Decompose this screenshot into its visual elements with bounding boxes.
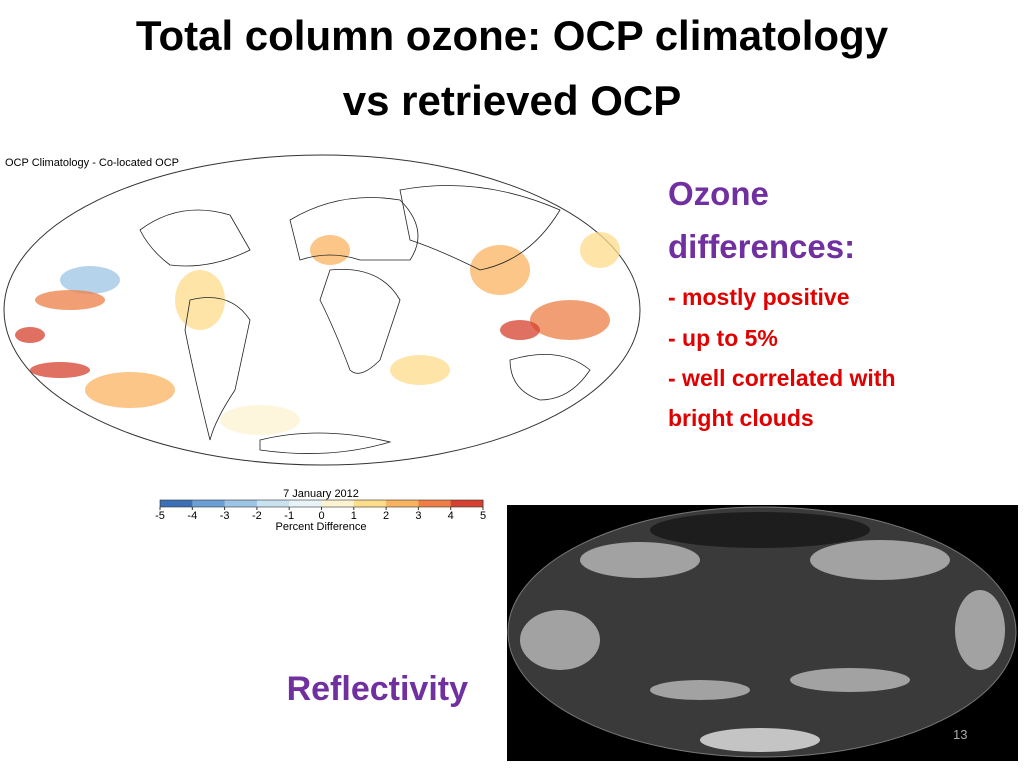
colorbar-tick-label: -4 [187,510,197,522]
note-bullet: - up to 5% [668,325,778,351]
colorbar-segment [418,500,452,507]
colorbar-segment [321,500,355,507]
map-field [15,232,620,435]
colorbar-tick-label: 3 [415,510,421,522]
clouds [520,512,1005,752]
colorbar-segment [256,500,290,507]
colorbar-segment [192,500,226,507]
coastlines [139,185,591,454]
colorbar-segment [450,500,484,507]
colorbar-date: 7 January 2012 [283,488,359,500]
colorbar-tick-label: -1 [284,510,294,522]
reflectivity-label: Reflectivity [287,670,468,708]
colorbar-segment [289,500,322,507]
colorbar-segment [224,500,258,507]
notes-heading: differences: [668,228,855,265]
ozone-map: OCP Climatology - Co-located OCP 7 Janua… [3,154,641,533]
map-title: OCP Climatology - Co-located OCP [5,157,179,169]
colorbar-tick-label: -3 [220,510,230,522]
colorbar-tick-label: 1 [351,510,357,522]
title-line: vs retrieved OCP [343,77,682,124]
colorbar-tick-label: -5 [155,510,165,522]
note-bullet: - mostly positive [668,284,849,310]
colorbar-tick-label: 4 [448,510,454,522]
colorbar-segment [386,500,419,507]
colorbar: -5 -4 -3 -2 -1 0 1 2 3 4 5 [155,499,486,522]
colorbar-label: Percent Difference [276,521,367,533]
colorbar-tick-label: 0 [318,510,324,522]
colorbar-segment [353,500,387,507]
note-bullet: - well correlated with [668,365,896,391]
page-number: 13 [953,727,967,742]
note-bullet: bright clouds [668,405,814,431]
reflectivity-image [507,505,1018,761]
colorbar-tick-label: -2 [252,510,262,522]
colorbar-segment [160,500,193,507]
colorbar-tick-label: 2 [383,510,389,522]
colorbar-tick-label: 5 [480,510,486,522]
title-line: Total column ozone: OCP climatology [136,12,889,59]
notes-heading: Ozone [668,175,769,212]
